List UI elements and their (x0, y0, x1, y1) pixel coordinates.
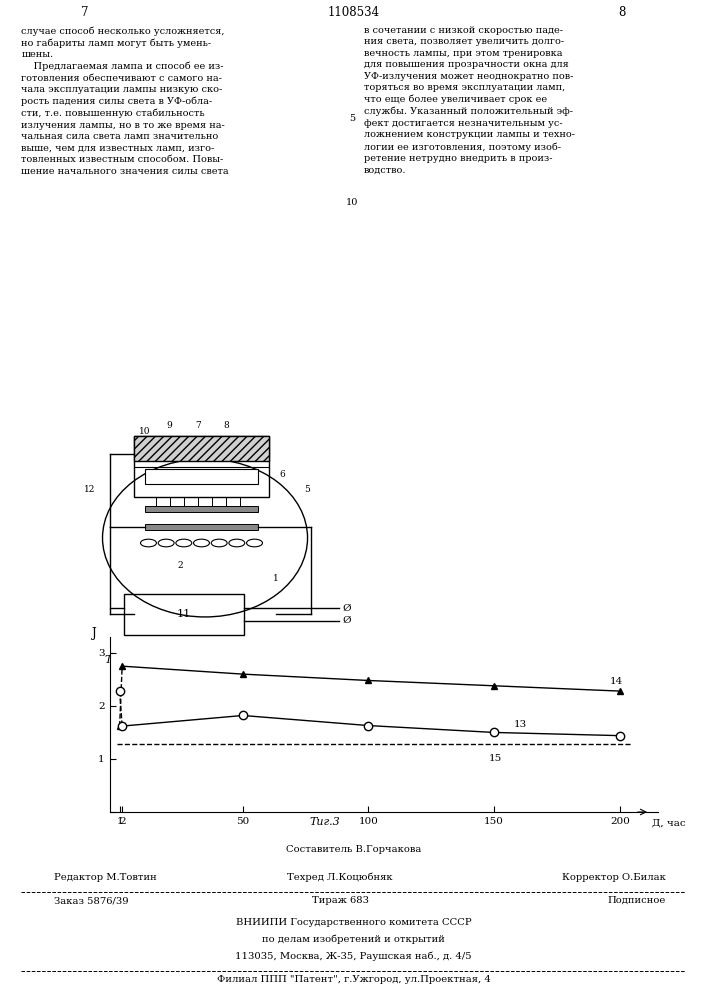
Text: ВНИИПИ Государственного комитета СССР: ВНИИПИ Государственного комитета СССР (235, 918, 472, 927)
Text: Ø: Ø (343, 616, 351, 625)
Text: 7: 7 (195, 421, 201, 430)
Text: Корректор О.Билак: Корректор О.Билак (562, 873, 666, 882)
Bar (145, 469, 258, 484)
Text: Ø: Ø (343, 604, 351, 613)
Text: случае способ несколько усложняется,
но габариты ламп могут быть умень-
шены.
  : случае способ несколько усложняется, но … (21, 26, 229, 176)
Bar (145, 524, 258, 530)
Bar (134, 436, 269, 497)
Text: Τиг.3: Τиг.3 (310, 817, 341, 827)
Text: по делам изобретений и открытий: по делам изобретений и открытий (262, 935, 445, 944)
Bar (145, 506, 258, 512)
Text: 9: 9 (167, 421, 173, 430)
Text: 2: 2 (177, 562, 183, 570)
Text: 1108534: 1108534 (327, 6, 380, 19)
Text: 1: 1 (273, 574, 279, 583)
Text: 8: 8 (223, 421, 229, 430)
Text: 10: 10 (139, 427, 151, 436)
Text: Заказ 5876/39: Заказ 5876/39 (54, 896, 129, 905)
Text: Подписное: Подписное (607, 896, 666, 905)
Text: 7: 7 (81, 6, 88, 19)
Text: Д, час: Д, час (653, 818, 686, 827)
Text: Техред Л.Коцюбняк: Техред Л.Коцюбняк (288, 873, 393, 882)
Text: 6: 6 (279, 470, 285, 479)
Bar (124, 594, 244, 635)
Text: 8: 8 (619, 6, 626, 19)
Text: J: J (92, 627, 97, 640)
Text: 13: 13 (514, 720, 527, 729)
Text: 14: 14 (609, 677, 623, 686)
Text: 12: 12 (84, 485, 95, 494)
Text: 113035, Москва, Ж-35, Раушская наб., д. 4/5: 113035, Москва, Ж-35, Раушская наб., д. … (235, 952, 472, 961)
Text: Тираж 683: Тираж 683 (312, 896, 369, 905)
Text: 5: 5 (304, 485, 310, 494)
Text: Редактор М.Товтин: Редактор М.Товтин (54, 873, 157, 882)
Text: 11: 11 (177, 609, 191, 619)
Text: 5: 5 (349, 114, 355, 123)
Text: Τиг.2: Τиг.2 (105, 655, 136, 665)
Bar (134, 436, 269, 461)
Text: 15: 15 (489, 754, 503, 763)
Text: 10: 10 (346, 198, 358, 207)
Text: Филиал ППП "Патент", г.Ужгород, ул.Проектная, 4: Филиал ППП "Патент", г.Ужгород, ул.Проек… (216, 975, 491, 984)
Text: в сочетании с низкой скоростью паде-
ния света, позволяет увеличить долго-
вечно: в сочетании с низкой скоростью паде- ния… (364, 26, 575, 174)
Text: Составитель В.Горчакова: Составитель В.Горчакова (286, 845, 421, 854)
